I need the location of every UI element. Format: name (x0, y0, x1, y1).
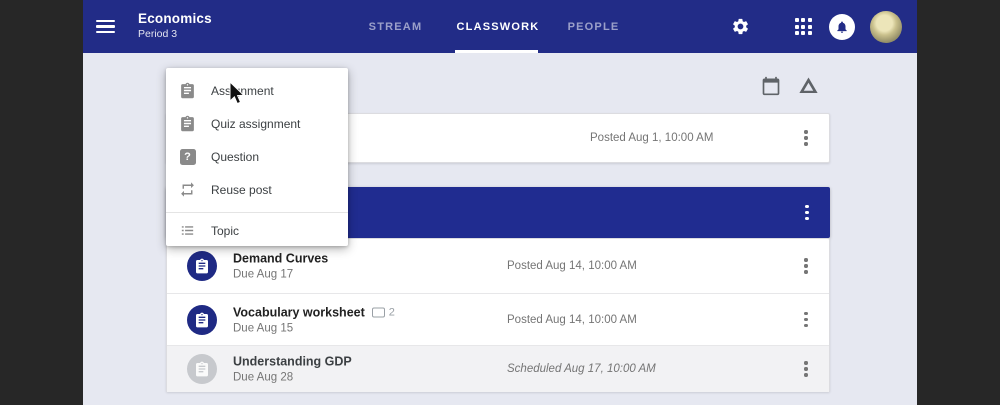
posted-date: Posted Aug 1, 10:00 AM (590, 132, 714, 144)
menu-item-label: Quiz assignment (211, 116, 301, 131)
item-more-options-icon[interactable] (797, 309, 815, 331)
notifications-bell-icon[interactable] (827, 0, 857, 53)
item-more-options-icon[interactable] (797, 255, 815, 277)
topic-more-options-icon[interactable] (798, 202, 816, 224)
menu-item-label: Reuse post (211, 182, 272, 197)
posted-date: Posted Aug 14, 10:00 AM (507, 260, 637, 272)
assignment-clipboard-icon (178, 114, 197, 133)
tab-classwork[interactable]: CLASSWORK (456, 20, 540, 33)
assignment-title: Demand Curves (233, 251, 329, 266)
item-more-options-icon[interactable] (797, 127, 815, 149)
assignment-list: Demand Curves Due Aug 17 Posted Aug 14, … (166, 238, 830, 392)
tab-people[interactable]: PEOPLE (567, 20, 620, 33)
comment-count: 2 (388, 306, 395, 318)
calendar-icon[interactable] (761, 76, 781, 96)
course-section: Period 3 (138, 28, 178, 40)
apps-grid-icon[interactable] (788, 0, 818, 53)
menu-item-label: Question (211, 149, 260, 164)
settings-gear-icon[interactable] (725, 0, 755, 53)
menu-divider (166, 212, 348, 213)
assignment-title: Vocabulary worksheet (233, 305, 365, 319)
reuse-repeat-icon (178, 180, 197, 199)
menu-item-question[interactable]: Question (166, 140, 348, 173)
question-mark-icon (178, 147, 197, 166)
assignment-clipboard-icon (187, 304, 217, 335)
scheduled-date: Scheduled Aug 17, 10:00 AM (507, 363, 656, 375)
menu-item-assignment[interactable]: Assignment (166, 74, 348, 107)
menu-item-label: Topic (211, 223, 240, 238)
create-dropdown-menu: Assignment Quiz assignment Question Reus… (166, 68, 348, 246)
course-title: Economics (138, 11, 212, 26)
menu-item-reuse-post[interactable]: Reuse post (166, 173, 348, 206)
menu-item-quiz-assignment[interactable]: Quiz assignment (166, 107, 348, 140)
menu-item-topic[interactable]: Topic (166, 214, 348, 247)
item-more-options-icon[interactable] (797, 358, 815, 380)
letterbox-left (0, 0, 83, 405)
posted-date: Posted Aug 14, 10:00 AM (507, 313, 637, 326)
comment-count-badge: 2 (371, 306, 395, 318)
app-header: Economics Period 3 STREAM CLASSWORK PEOP… (83, 0, 917, 53)
assignment-clipboard-icon (187, 354, 217, 384)
tab-stream[interactable]: STREAM (368, 20, 423, 33)
assignment-clipboard-icon (178, 81, 197, 100)
active-tab-underline (455, 50, 538, 53)
classroom-app: Economics Period 3 STREAM CLASSWORK PEOP… (83, 0, 917, 405)
assignment-due-date: Due Aug 15 (233, 322, 294, 334)
assignment-clipboard-icon (187, 251, 217, 281)
assignment-due-date: Due Aug 17 (233, 268, 294, 281)
avatar-photo (870, 10, 902, 43)
topic-list-icon (178, 221, 197, 240)
menu-icon[interactable] (96, 20, 115, 33)
letterbox-right (917, 0, 1000, 405)
google-drive-icon[interactable] (798, 75, 819, 96)
menu-item-label: Assignment (211, 83, 274, 98)
account-avatar[interactable] (869, 0, 903, 53)
assignment-row[interactable]: Vocabulary worksheet 2 Due Aug 15 Posted… (167, 294, 829, 346)
comment-icon (371, 307, 385, 317)
assignment-row-scheduled[interactable]: Understanding GDP Due Aug 28 Scheduled A… (167, 346, 829, 392)
assignment-due-date: Due Aug 28 (233, 371, 294, 384)
assignment-title: Understanding GDP (233, 354, 352, 369)
assignment-row[interactable]: Demand Curves Due Aug 17 Posted Aug 14, … (167, 239, 829, 294)
